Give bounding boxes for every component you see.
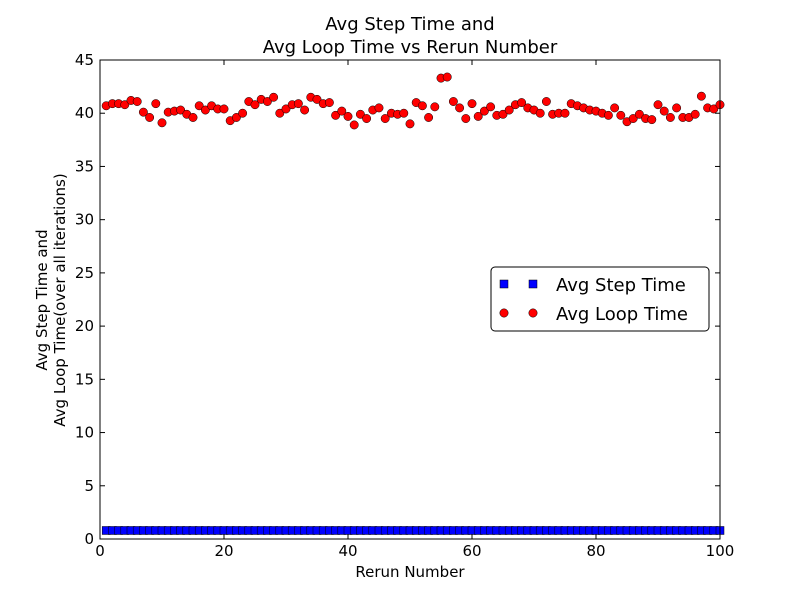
loop-time-point [628,114,638,123]
loop-time-point [659,106,669,116]
loop-time-point [188,113,198,122]
loop-time-point [281,104,291,114]
legend-marker-step-1 [499,279,509,289]
loop-time-point [461,114,471,123]
loop-time-point [696,91,706,101]
x-tick-label: 40 [338,542,357,560]
loop-time-point [430,102,440,112]
loop-time-point [219,104,229,114]
loop-time-point [374,103,384,113]
loop-time-point [473,111,483,121]
loop-time-point [417,101,427,111]
y-tick-label: 5 [84,477,94,495]
loop-time-point [448,97,458,106]
loop-time-point [467,99,477,109]
loop-time-point [120,100,130,110]
loop-time-point [231,113,241,122]
loop-time-point [343,111,353,121]
loop-time-point [355,109,365,119]
loop-time-point [455,103,465,113]
loop-time-point [517,98,527,108]
loop-time-point [690,109,700,119]
loop-time-point [603,110,613,120]
y-tick-label: 35 [75,157,94,175]
chart-title-line1: Avg Step Time and [325,14,494,35]
loop-time-point [442,72,452,82]
loop-time-point [157,118,167,128]
loop-time-point [362,114,372,123]
axis-ticks: 0 20 40 60 80 100 0 5 10 15 20 25 30 35 40 45 [75,51,734,560]
loop-time-point [250,100,260,110]
y-tick-label: 10 [75,424,94,442]
loop-time-point [535,108,545,118]
y-tick-label: 45 [75,51,94,69]
x-tick-label: 20 [214,542,233,560]
loop-time-point [200,105,210,115]
x-tick-label: 80 [586,542,605,560]
loop-time-point [424,113,434,122]
x-tick-label: 100 [706,542,735,560]
data-markers [101,72,725,535]
loop-time-point [300,105,310,115]
y-tick-label: 20 [75,317,94,335]
legend-box [490,266,710,332]
loop-time-point [498,109,508,119]
y-axis-label-line1: Avg Step Time and [33,229,51,370]
legend-marker-loop-2 [528,308,538,318]
x-tick-label: 0 [95,542,105,560]
loop-time-point [293,99,303,109]
loop-time-point [238,108,248,118]
loop-time-point [541,97,551,106]
legend-marker-step-2 [528,279,538,289]
loop-time-point [486,102,496,112]
loop-time-point [653,100,663,110]
loop-time-point [610,103,620,113]
plot-frame [99,59,721,540]
legend-marker-loop-1 [499,308,509,318]
chart-title-line2: Avg Loop Time vs Rerun Number [263,37,558,58]
legend-label-loop: Avg Loop Time [556,304,688,325]
y-axis-label-line2: Avg Loop Time(over all iterations) [51,173,69,426]
x-tick-label: 60 [462,542,481,560]
y-tick-label: 40 [75,104,94,122]
loop-time-point [132,97,142,106]
loop-time-point [349,120,359,130]
loop-time-point [405,119,415,129]
loop-time-point [194,101,204,111]
x-axis-label: Rerun Number [355,563,465,581]
loop-time-point [337,106,347,116]
loop-time-point [151,99,161,109]
loop-time-point [709,104,719,114]
loop-time-point [312,94,322,104]
y-tick-label: 15 [75,370,94,388]
loop-time-point [560,108,570,118]
loop-time-point [399,108,409,118]
loop-time-point [665,113,675,122]
loop-time-point [616,110,626,120]
loop-time-point [672,103,682,113]
loop-time-point [176,105,186,115]
legend: Avg Step Time Avg Loop Time [490,266,710,332]
loop-time-point [504,105,514,115]
loop-time-point [331,110,341,120]
loop-time-point [479,106,489,116]
loop-time-point [269,92,279,102]
y-tick-label: 0 [84,530,94,548]
loop-time-point [145,113,155,122]
loop-time-point [324,98,334,108]
y-tick-label: 25 [75,264,94,282]
loop-time-point [138,107,148,117]
legend-label-step: Avg Step Time [556,275,686,296]
loop-time-point [275,108,285,118]
loop-time-point [634,109,644,119]
y-tick-label: 30 [75,211,94,229]
loop-time-point [647,115,657,125]
loop-time-point [380,114,390,123]
loop-time-point [262,97,272,106]
